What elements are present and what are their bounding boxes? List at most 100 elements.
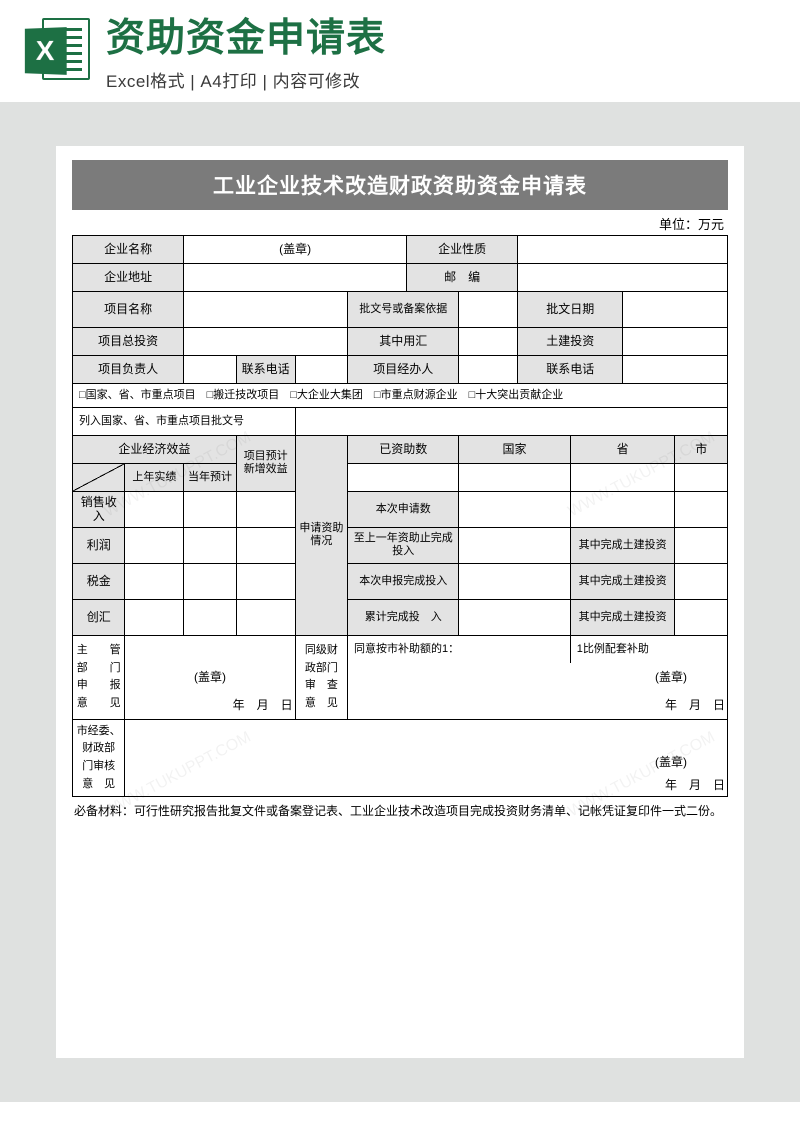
cell-listed-no [295, 407, 727, 435]
cell-phone1 [295, 355, 347, 383]
cell-u1 [459, 527, 570, 563]
label-city: 市 [675, 435, 728, 463]
label-company-type: 企业性质 [406, 235, 517, 263]
label-funded-count: 已资助数 [348, 435, 459, 463]
page-title: 资助资金申请表 [106, 18, 776, 61]
cell-leader [184, 355, 236, 383]
page-subtitle: Excel格式 | A4打印 | 内容可修改 [106, 67, 776, 92]
label-apply-status: 申请资助情况 [295, 435, 347, 635]
label-cumulative: 累计完成投 入 [348, 599, 459, 635]
label-new-benefit: 项目预计新增效益 [236, 435, 295, 491]
label-leader: 项目负责人 [73, 355, 184, 383]
label-this-apply: 本次申请数 [348, 491, 459, 527]
cell-total-invest [184, 327, 348, 355]
label-foreign: 其中用汇 [348, 327, 459, 355]
cell-fin-seal: (盖章) [348, 663, 728, 691]
cell-company-addr [184, 263, 407, 291]
label-done-con1: 其中完成土建投资 [570, 527, 675, 563]
cell-sales-new [236, 491, 295, 527]
cell-sales-this [184, 491, 236, 527]
cell-fin-date: 年 月 日 [348, 691, 728, 719]
cell-dept-date: 年 月 日 [125, 691, 295, 719]
label-total-invest: 项目总投资 [73, 327, 184, 355]
label-province: 省 [570, 435, 675, 463]
cell-t1 [459, 491, 570, 527]
cell-approval-date [623, 291, 728, 327]
cell-handler [459, 355, 518, 383]
footer-note: 必备材料：可行性研究报告批复文件或备案登记表、工业企业技术改造项目完成投资财务清… [72, 797, 728, 820]
form-sheet: WWW.TUKUPPT.COM WWW.TUKUPPT.COM WWW.TUKU… [56, 146, 744, 1058]
label-tax: 税金 [73, 563, 125, 599]
cell-d1 [459, 563, 570, 599]
cell-c1 [459, 599, 570, 635]
label-fx: 创汇 [73, 599, 125, 635]
cell-country [459, 463, 570, 491]
unit-label: 单位：万元 [72, 210, 728, 235]
cell-d2 [675, 563, 728, 599]
label-approval-no: 批文号或备案依据 [348, 291, 459, 327]
form-table: 企业名称 (盖章) 企业性质 企业地址 邮 编 项目名称 批文号或备案依据 批文… [72, 235, 728, 797]
cell-fx-last [125, 599, 184, 635]
label-company-addr: 企业地址 [73, 263, 184, 291]
cell-city-seal: (盖章) [125, 751, 728, 774]
cell-t3 [675, 491, 728, 527]
label-done-con3: 其中完成土建投资 [570, 599, 675, 635]
label-agree-ratio: 同意按市补助额的1： [348, 635, 571, 663]
label-ratio-match: 1比例配套补助 [570, 635, 727, 663]
cell-dept-seal: (盖章) [125, 663, 295, 691]
cell-tax-last [125, 563, 184, 599]
excel-icon-letter: X [25, 27, 67, 75]
cell-phone2 [623, 355, 728, 383]
label-finance-opinion: 同级财 政部门 审 查 意 见 [295, 635, 347, 719]
cell-c2 [675, 599, 728, 635]
label-last-year: 上年实绩 [125, 463, 184, 491]
label-country: 国家 [459, 435, 570, 463]
cell-tax-this [184, 563, 236, 599]
label-city-review: 市经委、 财政部 门审核 意 见 [73, 719, 125, 796]
label-project-name: 项目名称 [73, 291, 184, 327]
cell-postcode [518, 263, 728, 291]
cell-tax-new [236, 563, 295, 599]
cell-profit-this [184, 527, 236, 563]
label-this-declare: 本次申报完成投入 [348, 563, 459, 599]
cell-company-type [518, 235, 728, 263]
label-company-name: 企业名称 [73, 235, 184, 263]
cell-fx-this [184, 599, 236, 635]
label-done-con2: 其中完成土建投资 [570, 563, 675, 599]
label-phone1: 联系电话 [236, 355, 295, 383]
label-dept-opinion: 主 管 部 门 申 报 意 见 [73, 635, 125, 719]
sheet-background: WWW.TUKUPPT.COM WWW.TUKUPPT.COM WWW.TUKU… [0, 102, 800, 1102]
cell-city [675, 463, 728, 491]
cell-funded [348, 463, 459, 491]
label-postcode: 邮 编 [406, 263, 517, 291]
checkbox-row: □国家、省、市重点项目 □搬迁技改项目 □大企业大集团 □市重点财源企业 □十大… [73, 383, 728, 407]
cell-sales-last [125, 491, 184, 527]
cell-dept-blank1 [125, 635, 295, 663]
cell-foreign [459, 327, 518, 355]
label-construction: 土建投资 [518, 327, 623, 355]
diag-cell [73, 463, 125, 491]
label-profit: 利润 [73, 527, 125, 563]
cell-approval-no [459, 291, 518, 327]
label-econ-benefit: 企业经济效益 [73, 435, 237, 463]
cell-profit-new [236, 527, 295, 563]
label-phone2: 联系电话 [518, 355, 623, 383]
label-approval-date: 批文日期 [518, 291, 623, 327]
cell-profit-last [125, 527, 184, 563]
label-sales: 销售收入 [73, 491, 125, 527]
cell-t2 [570, 491, 675, 527]
page-header: X 资助资金申请表 Excel格式 | A4打印 | 内容可修改 [0, 0, 800, 102]
excel-icon: X [24, 18, 90, 88]
cell-u2 [675, 527, 728, 563]
cell-company-name: (盖章) [184, 235, 407, 263]
cell-project-name [184, 291, 348, 327]
label-listed-no: 列入国家、省、市重点项目批文号 [73, 407, 296, 435]
label-until-last: 至上一年资助止完成投入 [348, 527, 459, 563]
cell-fx-new [236, 599, 295, 635]
form-title: 工业企业技术改造财政资助资金申请表 [72, 160, 728, 210]
label-handler: 项目经办人 [348, 355, 459, 383]
cell-province [570, 463, 675, 491]
cell-construction [623, 327, 728, 355]
label-this-year: 当年预计 [184, 463, 236, 491]
cell-city-blank [125, 719, 728, 750]
